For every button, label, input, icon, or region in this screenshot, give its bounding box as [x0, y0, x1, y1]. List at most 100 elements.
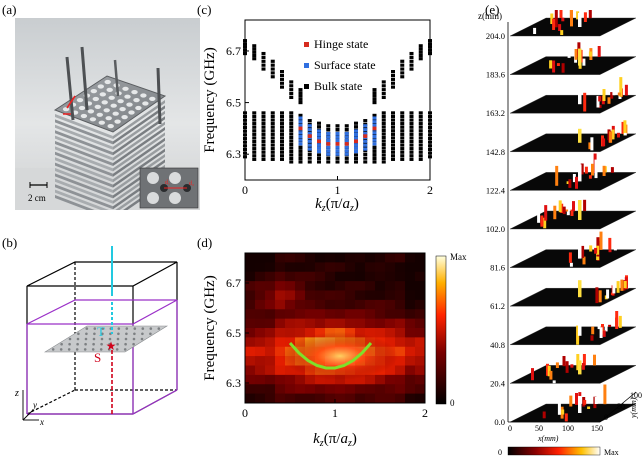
photo-inset: d₁ d₂ — [139, 167, 199, 209]
bulk-state-point — [363, 119, 368, 123]
bulk-state-point — [391, 111, 395, 115]
heatmap-cell — [255, 374, 266, 385]
plane-hole — [133, 332, 136, 336]
bulk-state-point — [372, 149, 377, 153]
field-bar — [595, 287, 599, 304]
field-bar — [565, 361, 569, 373]
heatmap-cell — [345, 253, 356, 263]
bulk-state-point — [354, 160, 358, 164]
bulk-state-point — [400, 143, 405, 147]
heatmap-cell — [285, 384, 296, 394]
heatmap-cell — [275, 365, 286, 376]
heatmap-cell — [285, 318, 296, 329]
lattice-arrows — [63, 95, 76, 115]
field-map-layer — [509, 231, 637, 268]
plane-hole — [93, 327, 97, 330]
heatmap-cell — [395, 374, 406, 385]
heatmap-cell — [315, 384, 326, 394]
heatmap-cell — [315, 318, 326, 329]
rod-hole — [90, 89, 98, 94]
surface-state-point — [307, 143, 312, 147]
bulk-state-point — [326, 127, 331, 132]
bulk-state-point — [289, 84, 294, 88]
bulk-state-point — [289, 80, 294, 84]
field-bar — [604, 319, 608, 332]
bulk-state-point — [280, 147, 284, 151]
heatmap-cell — [255, 384, 266, 394]
surface-state-point — [317, 136, 321, 140]
heatmap-cell — [275, 290, 286, 301]
heatmap-cell — [335, 281, 346, 291]
hinge-peak-bar — [578, 200, 582, 220]
surface-state-point — [317, 146, 321, 150]
heatmap-cell — [295, 309, 306, 319]
bulk-state-point — [363, 160, 368, 164]
plane-hole — [123, 348, 127, 351]
e-colorbar — [507, 446, 601, 456]
plate — [55, 195, 95, 210]
bulk-state-point — [400, 122, 405, 126]
hinge-state-point — [363, 134, 368, 138]
field-map-plane — [509, 133, 637, 153]
heatmap-cell — [395, 365, 406, 376]
heatmap-cell — [245, 299, 256, 310]
heatmap-cell — [345, 281, 356, 291]
bulk-state-point — [418, 157, 423, 161]
field-bar — [561, 63, 565, 73]
field-map-plane — [509, 365, 637, 384]
rod-holes — [62, 79, 156, 129]
bulk-state-point — [307, 141, 312, 145]
bulk-state-point — [409, 63, 414, 67]
surface-state-point — [298, 131, 303, 135]
heatmap-cell — [405, 318, 416, 329]
bulk-state-point — [261, 63, 266, 67]
heatmap-cell — [415, 299, 426, 310]
bulk-state-point — [400, 139, 405, 144]
plane-hole — [76, 337, 80, 341]
field-bar — [572, 174, 576, 183]
heatmap-cell — [405, 328, 416, 338]
heatmap-cell — [275, 346, 286, 357]
rod-hole — [80, 113, 88, 119]
heatmap-cell — [395, 384, 406, 394]
scale-bar-label: 2 cm — [28, 193, 46, 203]
heatmap-cell — [345, 262, 356, 273]
plate — [55, 114, 113, 139]
surface-state-point — [344, 152, 349, 156]
bulk-state-point — [280, 129, 284, 133]
field-bar — [570, 209, 574, 216]
surface-state-point — [354, 146, 358, 150]
heatmap-cell — [285, 290, 296, 301]
surface-state-point — [344, 138, 349, 143]
field-bar — [603, 384, 607, 405]
rod-hole — [117, 99, 124, 104]
heatmap-cell — [275, 262, 286, 273]
heatmap-cell — [245, 328, 256, 338]
bulk-state-point — [372, 156, 377, 160]
plane-hole — [84, 337, 88, 341]
bulk-state-point — [270, 111, 275, 115]
field-bar — [624, 84, 628, 96]
heatmap-cell — [285, 365, 296, 376]
field-map-plane — [509, 56, 637, 75]
plate — [55, 124, 113, 150]
rod-hole — [78, 105, 86, 111]
heatmap-cell — [255, 318, 266, 329]
rod-hole — [133, 98, 140, 103]
axis-label-z: z — [15, 388, 19, 399]
field-bar — [580, 163, 584, 175]
bulk-state-point — [335, 160, 340, 164]
heatmap-cell — [285, 393, 296, 404]
hinge-peak-bar — [578, 84, 582, 105]
heatmap-cell — [265, 328, 276, 338]
bulk-state-point — [298, 94, 303, 98]
field-bar — [556, 63, 560, 66]
heatmap-cell — [355, 281, 366, 291]
field-bar — [566, 203, 570, 216]
field-map-plane — [509, 326, 637, 345]
bulk-state-point — [418, 118, 423, 122]
heatmap-cell — [275, 318, 286, 329]
plane-hole — [149, 327, 153, 330]
heatmap-cell — [355, 309, 366, 319]
inset-label-d1: d₁ — [165, 180, 170, 186]
